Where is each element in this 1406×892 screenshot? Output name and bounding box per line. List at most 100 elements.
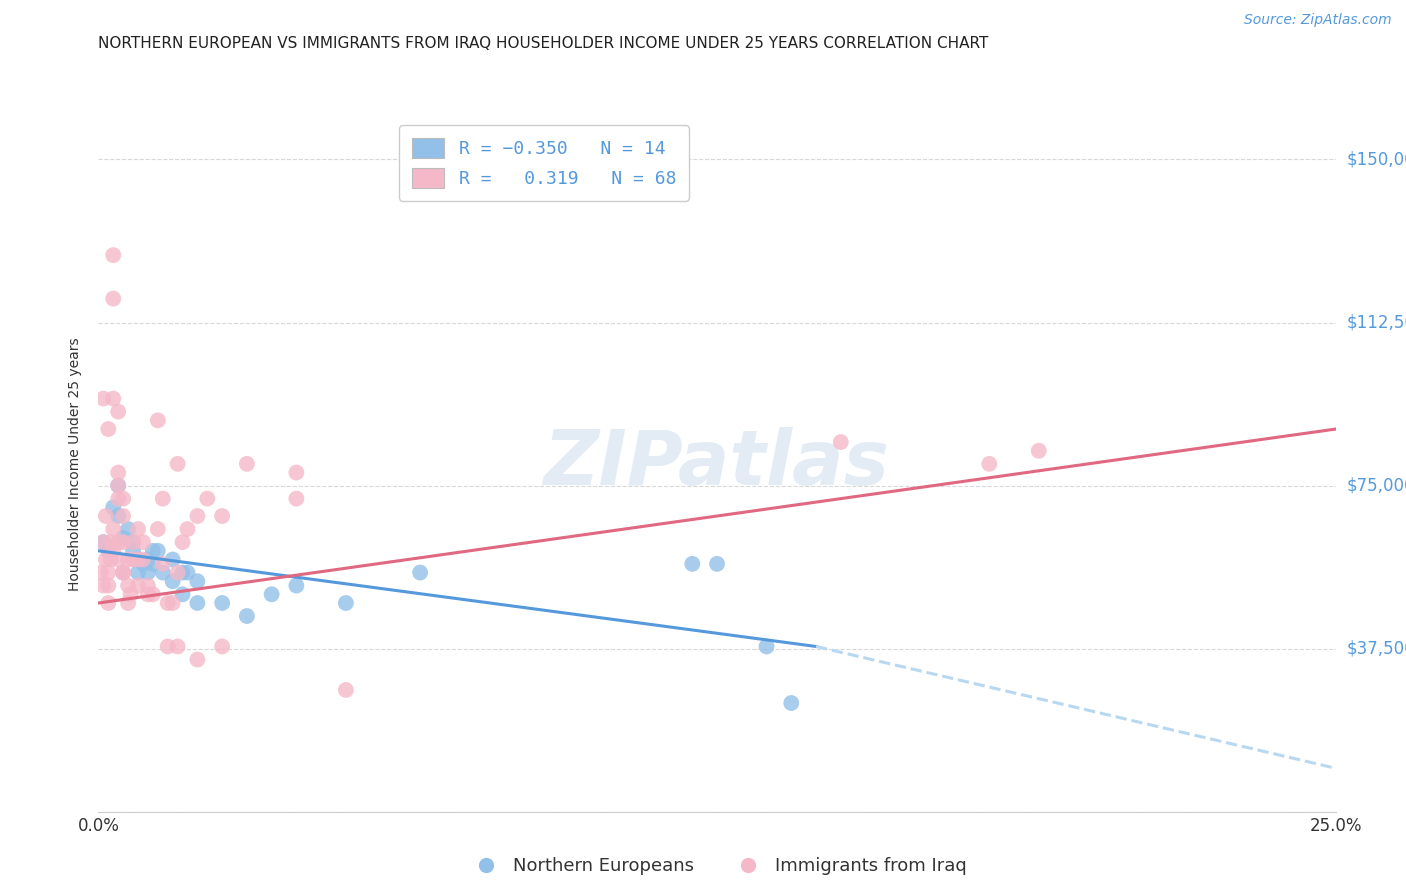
- Point: [122, 535, 145, 549]
- Point: [94, 552, 117, 566]
- Point: [142, 544, 165, 558]
- Point: [117, 552, 139, 566]
- Point: [186, 652, 208, 666]
- Point: [103, 522, 125, 536]
- Point: [132, 535, 155, 549]
- Point: [186, 508, 208, 523]
- Text: $150,000: $150,000: [1347, 151, 1406, 169]
- Point: [176, 522, 198, 536]
- Point: [117, 522, 139, 536]
- Text: NORTHERN EUROPEAN VS IMMIGRANTS FROM IRAQ HOUSEHOLDER INCOME UNDER 25 YEARS CORR: NORTHERN EUROPEAN VS IMMIGRANTS FROM IRA…: [98, 36, 988, 51]
- Point: [97, 544, 120, 558]
- Point: [146, 522, 169, 536]
- Point: [93, 392, 115, 406]
- Point: [112, 566, 135, 580]
- Point: [97, 422, 120, 436]
- Point: [236, 457, 259, 471]
- Point: [156, 640, 179, 654]
- Point: [107, 508, 129, 523]
- Point: [97, 566, 120, 580]
- Point: [285, 491, 308, 506]
- Point: [681, 557, 703, 571]
- Point: [103, 248, 125, 262]
- Point: [100, 552, 122, 566]
- Point: [112, 566, 135, 580]
- Point: [112, 566, 135, 580]
- Point: [122, 552, 145, 566]
- Point: [152, 557, 174, 571]
- Point: [146, 413, 169, 427]
- Text: Source: ZipAtlas.com: Source: ZipAtlas.com: [1244, 13, 1392, 28]
- Point: [107, 478, 129, 492]
- Point: [172, 587, 194, 601]
- Point: [186, 596, 208, 610]
- Point: [136, 579, 159, 593]
- Point: [166, 457, 188, 471]
- Point: [706, 557, 728, 571]
- Point: [127, 552, 149, 566]
- Text: $112,500: $112,500: [1347, 313, 1406, 332]
- Point: [107, 491, 129, 506]
- Point: [1028, 443, 1050, 458]
- Point: [156, 596, 179, 610]
- Point: [100, 535, 122, 549]
- Point: [136, 552, 159, 566]
- Point: [285, 466, 308, 480]
- Point: [136, 587, 159, 601]
- Point: [107, 405, 129, 419]
- Point: [142, 587, 165, 601]
- Point: [127, 522, 149, 536]
- Point: [146, 544, 169, 558]
- Point: [335, 683, 357, 698]
- Point: [112, 531, 135, 545]
- Point: [260, 587, 283, 601]
- Text: ZIPatlas: ZIPatlas: [544, 427, 890, 500]
- Point: [335, 596, 357, 610]
- Text: $75,000: $75,000: [1347, 476, 1406, 494]
- Point: [107, 535, 129, 549]
- Point: [152, 566, 174, 580]
- Point: [166, 640, 188, 654]
- Point: [90, 566, 112, 580]
- Point: [236, 609, 259, 624]
- Point: [166, 566, 188, 580]
- Point: [127, 552, 149, 566]
- Point: [112, 491, 135, 506]
- Point: [172, 535, 194, 549]
- Point: [120, 587, 142, 601]
- Point: [127, 579, 149, 593]
- Point: [112, 508, 135, 523]
- Point: [93, 535, 115, 549]
- Point: [142, 557, 165, 571]
- Point: [122, 544, 145, 558]
- Point: [127, 566, 149, 580]
- Point: [780, 696, 803, 710]
- Point: [94, 508, 117, 523]
- Point: [107, 552, 129, 566]
- Point: [93, 535, 115, 549]
- Point: [97, 596, 120, 610]
- Point: [162, 552, 184, 566]
- Point: [103, 292, 125, 306]
- Point: [211, 640, 233, 654]
- Point: [211, 596, 233, 610]
- Point: [162, 574, 184, 589]
- Point: [107, 466, 129, 480]
- Point: [107, 478, 129, 492]
- Point: [103, 500, 125, 515]
- Point: [195, 491, 218, 506]
- Point: [176, 566, 198, 580]
- Y-axis label: Householder Income Under 25 years: Householder Income Under 25 years: [69, 337, 83, 591]
- Point: [136, 566, 159, 580]
- Point: [93, 579, 115, 593]
- Point: [97, 579, 120, 593]
- Point: [211, 508, 233, 523]
- Point: [285, 579, 308, 593]
- Point: [830, 435, 852, 450]
- Point: [132, 557, 155, 571]
- Legend: Northern Europeans, Immigrants from Iraq: Northern Europeans, Immigrants from Iraq: [460, 850, 974, 883]
- Point: [152, 491, 174, 506]
- Point: [162, 596, 184, 610]
- Point: [103, 544, 125, 558]
- Point: [172, 566, 194, 580]
